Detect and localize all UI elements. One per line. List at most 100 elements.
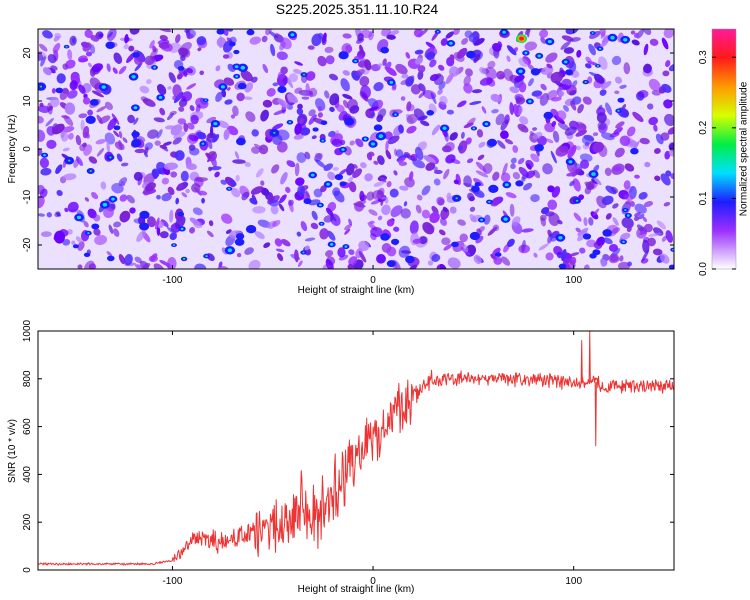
heatmap-cell bbox=[257, 219, 271, 228]
heatmap-cell bbox=[288, 73, 298, 83]
heatmap-cell bbox=[569, 90, 577, 96]
heatmap-cell bbox=[45, 117, 54, 127]
heatmap-cell bbox=[427, 260, 434, 266]
heatmap-cell bbox=[167, 86, 172, 90]
heatmap-cell bbox=[621, 217, 634, 229]
heatmap-cell bbox=[62, 63, 69, 70]
heatmap-cell bbox=[118, 254, 126, 265]
heatmap-cell bbox=[558, 236, 563, 240]
heatmap-cell bbox=[512, 103, 519, 116]
heatmap-cell bbox=[330, 243, 334, 246]
heatmap-cell bbox=[169, 110, 177, 116]
heatmap-cell bbox=[317, 105, 323, 112]
heatmap-cell bbox=[159, 231, 169, 239]
heatmap-cell bbox=[294, 122, 303, 136]
heatmap-cell bbox=[82, 142, 87, 148]
heatmap-cell bbox=[273, 131, 276, 134]
heatmap-cell bbox=[386, 260, 396, 268]
heatmap-cell bbox=[233, 49, 240, 55]
heatmap-cell bbox=[368, 106, 379, 111]
heatmap-cell bbox=[597, 121, 607, 131]
heatmap-cell bbox=[575, 199, 579, 202]
heatmap-cell bbox=[344, 223, 353, 231]
heatmap-cell bbox=[561, 35, 574, 42]
heatmap-cell bbox=[297, 103, 303, 110]
heatmap-cell bbox=[510, 157, 517, 164]
heatmap-cell bbox=[611, 227, 621, 234]
heatmap-cell bbox=[412, 238, 422, 244]
heatmap-cell bbox=[196, 36, 207, 46]
heatmap-cell bbox=[390, 205, 403, 218]
heatmap-cell bbox=[442, 206, 448, 213]
heatmap-cell bbox=[386, 246, 397, 257]
heatmap-cell bbox=[533, 169, 541, 179]
heatmap-cell bbox=[667, 127, 674, 135]
heatmap-cell bbox=[296, 231, 302, 237]
heatmap-cell bbox=[626, 214, 630, 217]
heatmap-cell bbox=[294, 61, 304, 66]
heatmap-cell bbox=[193, 221, 203, 229]
heatmap-cell bbox=[518, 81, 527, 93]
heatmap-x-axis-label: Height of straight line (km) bbox=[298, 285, 415, 296]
heatmap-x-tick-label: 0 bbox=[370, 275, 376, 286]
heatmap-cell bbox=[348, 218, 353, 226]
heatmap-cell bbox=[244, 247, 254, 255]
heatmap-cell bbox=[413, 29, 424, 38]
heatmap-cell bbox=[634, 212, 641, 217]
heatmap-cell bbox=[512, 145, 519, 153]
heatmap-cell bbox=[425, 162, 436, 171]
heatmap-cell bbox=[597, 236, 603, 246]
heatmap-cell bbox=[236, 137, 246, 146]
heatmap-cell bbox=[294, 87, 303, 94]
heatmap-cell bbox=[670, 247, 674, 252]
heatmap-cell bbox=[492, 224, 500, 232]
heatmap-cell bbox=[415, 146, 424, 161]
heatmap-cell bbox=[560, 78, 572, 90]
heatmap-cell bbox=[307, 45, 315, 50]
heatmap-cell bbox=[471, 89, 483, 94]
heatmap-y-axis-label: Frequency (Hz) bbox=[7, 115, 18, 184]
heatmap-cell bbox=[506, 45, 517, 56]
heatmap-cell bbox=[237, 82, 247, 90]
heatmap-cell bbox=[161, 177, 170, 185]
heatmap-cell bbox=[602, 229, 612, 237]
heatmap-cell bbox=[403, 201, 408, 207]
heatmap-cell bbox=[334, 174, 343, 181]
heatmap-cell bbox=[496, 70, 505, 80]
heatmap-cell bbox=[77, 241, 85, 251]
heatmap-cell bbox=[320, 185, 327, 193]
heatmap-cell bbox=[556, 110, 567, 121]
heatmap-cell bbox=[466, 117, 476, 127]
heatmap-cell bbox=[148, 255, 158, 263]
heatmap-cell bbox=[228, 187, 231, 190]
heatmap-cell bbox=[583, 217, 588, 227]
heatmap-cell bbox=[169, 209, 174, 223]
heatmap-cell bbox=[493, 46, 500, 59]
heatmap-cell bbox=[113, 130, 120, 138]
heatmap-cell bbox=[325, 249, 334, 258]
heatmap-cell bbox=[90, 35, 100, 42]
heatmap-cell bbox=[227, 248, 233, 253]
heatmap-cell bbox=[275, 248, 285, 253]
snr-x-tick-label: 0 bbox=[370, 576, 376, 587]
heatmap-cell bbox=[139, 222, 150, 231]
heatmap-cell bbox=[577, 230, 588, 242]
heatmap-cell bbox=[560, 40, 571, 50]
heatmap-cell bbox=[78, 113, 88, 119]
heatmap-cell bbox=[234, 65, 239, 69]
heatmap-cell bbox=[638, 213, 645, 220]
heatmap-cell bbox=[437, 198, 445, 206]
heatmap-cell bbox=[466, 158, 474, 164]
heatmap-cell bbox=[296, 108, 304, 115]
snr-y-ticks: 0 200 400 600 800 1000 bbox=[22, 319, 674, 573]
heatmap-cell bbox=[355, 138, 364, 148]
heatmap-cell bbox=[579, 153, 593, 162]
heatmap-cell bbox=[654, 175, 661, 182]
heatmap-cell bbox=[201, 197, 206, 204]
heatmap-cell bbox=[126, 194, 135, 204]
heatmap-cell bbox=[321, 37, 327, 46]
heatmap-y-ticks: -20 -10 0 10 20 bbox=[22, 47, 674, 252]
heatmap-cell bbox=[326, 182, 330, 186]
heatmap-cell bbox=[288, 199, 294, 206]
heatmap-cell bbox=[68, 132, 74, 140]
